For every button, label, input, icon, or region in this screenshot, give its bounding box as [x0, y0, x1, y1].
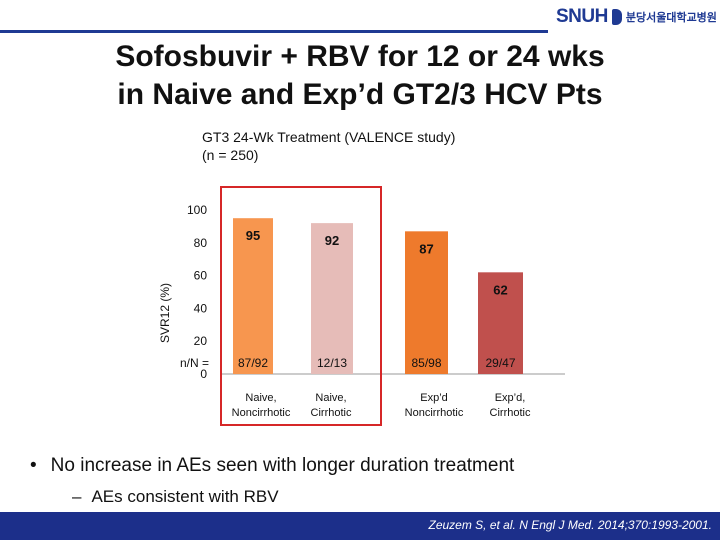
bar-4 [478, 272, 523, 374]
title-line-2: in Naive and Exp’d GT2/3 HCV Pts [117, 78, 603, 111]
sub-bullet-marker: – [72, 487, 82, 506]
category-label-2-line-1: Naive, [315, 392, 346, 404]
bullet-marker: • [30, 455, 37, 476]
bullet-text: No increase in AEs seen with longer dura… [50, 455, 515, 476]
y-tick-label: 60 [194, 269, 208, 283]
category-label-4-line-1: Exp’d, [495, 392, 526, 404]
category-label-3-line-1: Exp’d [420, 392, 448, 404]
category-label-3-line-2: Noncirrhotic [405, 407, 464, 419]
sub-bullet-point: – AEs consistent with RBV [72, 487, 279, 507]
bar-value-label-1: 95 [246, 228, 260, 243]
nN-value-1: 87/92 [238, 356, 268, 370]
sub-bullet-text: AEs consistent with RBV [91, 487, 279, 506]
y-tick-label: 80 [194, 236, 208, 250]
category-label-1-line-2: Noncirrhotic [232, 407, 291, 419]
slide-title: Sofosbuvir + RBV for 12 or 24 wks in Nai… [0, 38, 720, 114]
y-tick-label: 0 [200, 367, 207, 381]
highlight-box [220, 186, 382, 426]
bar-2 [311, 223, 353, 374]
bar-3 [405, 231, 448, 374]
footer-bar: Zeuzem S, et al. N Engl J Med. 2014;370:… [0, 512, 720, 540]
subtitle-line-1: GT3 24-Wk Treatment (VALENCE study) [202, 129, 456, 145]
category-label-2-line-2: Cirrhotic [311, 407, 352, 419]
y-tick-label: 20 [194, 334, 208, 348]
logo-text: SNUH [556, 6, 608, 27]
category-label-1-line-1: Naive, [245, 392, 276, 404]
citation: Zeuzem S, et al. N Engl J Med. 2014;370:… [428, 518, 712, 532]
bar-1 [233, 218, 273, 374]
chart-subtitle: GT3 24-Wk Treatment (VALENCE study) (n =… [202, 128, 455, 164]
header-rule [0, 30, 548, 33]
bar-value-label-2: 92 [325, 233, 339, 248]
bar-value-label-3: 87 [419, 241, 433, 256]
y-tick-label: 40 [194, 301, 208, 315]
subtitle-line-2: (n = 250) [202, 147, 259, 163]
y-tick-label: 100 [187, 203, 207, 217]
title-line-1: Sofosbuvir + RBV for 12 or 24 wks [115, 40, 605, 73]
logo-mark-icon [611, 9, 622, 25]
nN-value-4: 29/47 [485, 356, 515, 370]
nN-value-2: 12/13 [317, 356, 347, 370]
bar-value-label-4: 62 [493, 282, 507, 297]
bullet-point: • No increase in AEs seen with longer du… [30, 455, 514, 477]
logo-subtitle: 분당서울대학교병원 [625, 11, 717, 24]
nN-value-3: 85/98 [411, 356, 441, 370]
hospital-logo: SNUH 분당서울대학교병원 [556, 6, 717, 28]
category-label-4-line-2: Cirrhotic [490, 407, 531, 419]
nN-label: n/N = [180, 356, 209, 370]
